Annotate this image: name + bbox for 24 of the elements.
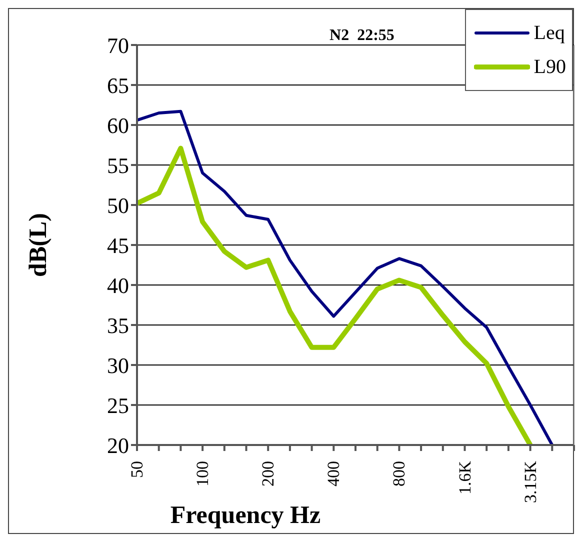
x-tick-label: 100 [193,461,212,486]
y-tick-label: 50 [107,192,129,218]
legend-label: Leq [534,22,565,44]
y-tick-label: 45 [107,232,129,258]
legend-label: L90 [534,56,566,78]
x-tick-label: 3.15K [520,460,540,504]
y-axis-title: dB(L) [24,213,52,277]
y-tick-label: 35 [107,312,129,338]
chart-title: N2 22:55 [330,27,394,44]
y-tick-label: 70 [107,32,129,58]
y-tick-label: 60 [107,112,129,138]
x-axis-title: Frequency Hz [170,502,321,529]
x-tick-label: 1.6K [455,460,474,495]
y-tick-label: 65 [107,72,129,98]
y-tick-label: 20 [107,432,129,458]
y-tick-label: 40 [107,272,129,298]
line-series [136,110,554,445]
y-tick-label: 30 [107,352,129,378]
x-tick-label: 400 [324,461,344,486]
x-tick-label: 800 [390,461,409,486]
y-tick-label: 25 [107,392,129,418]
x-tick-label: 50 [128,461,146,478]
y-tick-label: 55 [107,152,129,178]
x-tick-label: 200 [258,461,278,486]
